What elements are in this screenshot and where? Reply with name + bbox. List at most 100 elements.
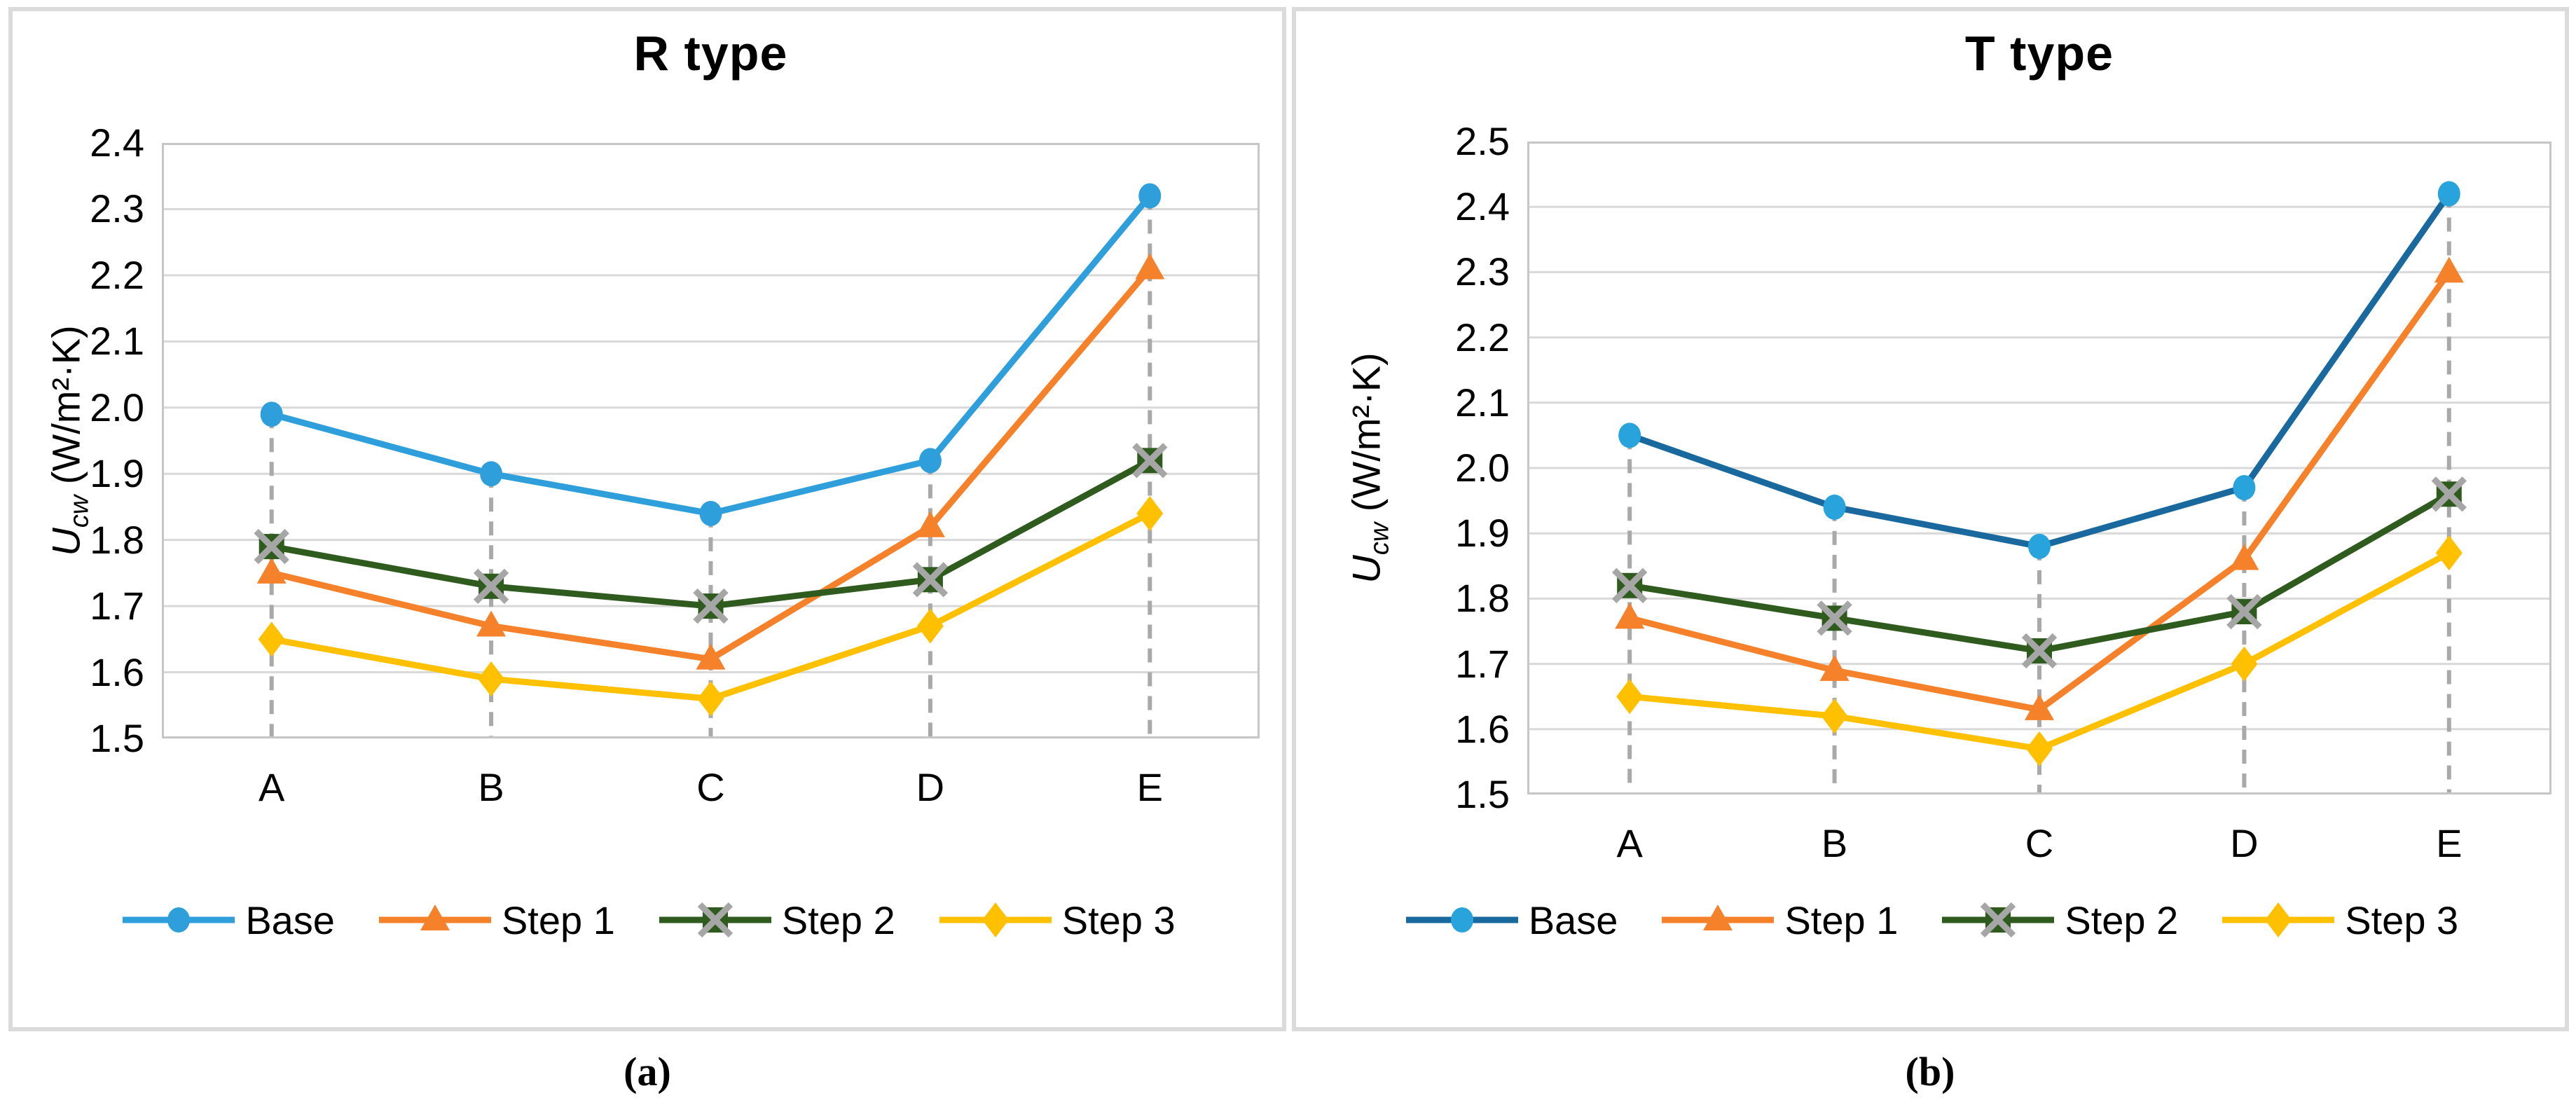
y-tick-label: 2.2 <box>1455 315 1510 359</box>
marker-step-2-e <box>1132 443 1168 479</box>
y-tick-label: 1.9 <box>1455 511 1510 556</box>
legend-item-step-2: Step 2 <box>656 895 895 944</box>
marker-base-c <box>699 500 722 526</box>
chart-title-t-type: T type <box>1964 26 2114 81</box>
marker-step-2-d <box>912 562 949 598</box>
legend-item-step-1: Step 1 <box>1658 895 1898 944</box>
marker-step-3-c <box>697 681 724 717</box>
y-tick-label: 1.6 <box>1455 706 1510 751</box>
legend-item-step-2: Step 2 <box>1938 895 2178 944</box>
marker-step-2-a <box>254 528 289 565</box>
y-tick-label: 2.0 <box>90 385 144 429</box>
marker-step-1-c <box>2025 694 2054 720</box>
chart-title-r-type: R type <box>633 26 788 81</box>
x-category-label-e: E <box>2436 821 2463 865</box>
marker-step-2-c <box>693 588 729 624</box>
legend-item-base: Base <box>119 895 335 944</box>
legend-item-step-1: Step 1 <box>376 895 615 944</box>
plot-area-t-type <box>1527 140 2551 796</box>
legend-label-step-2: Step 2 <box>2065 898 2179 942</box>
legend-label-base: Base <box>245 898 335 942</box>
marker-step-1-e <box>2434 256 2464 283</box>
legend-label-step-3: Step 3 <box>1061 898 1176 942</box>
chart-svg-r-type <box>162 142 1260 740</box>
x-category-label-c: C <box>696 765 725 809</box>
subfigure-caption-a: (a) <box>624 1049 671 1094</box>
legend-marker-step-2 <box>659 902 771 938</box>
panel-t-type: T type Ucw (W/m²·K) 2.5 2.4 2.3 2.2 2.1 2.0 1.… <box>1292 7 2569 1031</box>
legend-item-base: Base <box>1403 895 1618 944</box>
marker-step-1-c <box>696 643 726 670</box>
x-category-label-b: B <box>478 765 504 809</box>
legend-label-step-2: Step 2 <box>781 898 895 942</box>
marker-step-3-e <box>1136 495 1164 531</box>
marker-step-2-a <box>1612 568 1648 603</box>
marker-step-2-b <box>1817 600 1852 636</box>
marker-step-1-b <box>476 610 507 637</box>
legend-marker-step-1 <box>378 905 491 930</box>
x-category-label-d: D <box>2230 821 2259 865</box>
legend-item-step-3: Step 3 <box>2219 895 2458 944</box>
marker-step-3-b <box>478 661 505 696</box>
legend-r-type: Base Step 1 Step 2 Step 3 <box>13 895 1282 944</box>
y-tick-label: 1.5 <box>1455 772 1510 816</box>
legend-label-base: Base <box>1528 898 1618 942</box>
marker-step-1-b <box>1819 654 1850 681</box>
marker-step-3-a <box>1616 679 1644 715</box>
legend-t-type: Base Step 1 Step 2 Step 3 <box>1296 895 2565 944</box>
marker-step-3-e <box>2435 535 2463 571</box>
marker-step-2-e <box>2431 476 2467 512</box>
legend-label-step-1: Step 1 <box>1784 898 1899 942</box>
y-tick-label: 2.3 <box>90 186 144 231</box>
x-category-label-e: E <box>1136 765 1163 809</box>
marker-base-b <box>480 461 503 487</box>
plot-area-r-type <box>162 142 1260 740</box>
marker-step-1-a <box>1615 603 1645 629</box>
marker-base-a <box>260 401 283 427</box>
y-tick-label: 2.3 <box>1455 249 1510 294</box>
marker-step-1-d <box>2229 544 2259 570</box>
chart-svg-t-type <box>1527 140 2551 796</box>
marker-base-e <box>2437 181 2460 207</box>
marker-base-b <box>1823 494 1846 520</box>
marker-step-2-d <box>2226 593 2262 630</box>
x-category-label-c: C <box>2025 821 2054 865</box>
y-tick-label: 1.8 <box>1455 576 1510 621</box>
x-category-label-d: D <box>916 765 945 809</box>
y-axis-label-text: Ucw (W/m²·K) <box>1344 352 1396 584</box>
marker-base-a <box>1618 422 1641 448</box>
marker-step-1-a <box>256 557 287 584</box>
marker-step-2-c <box>2021 633 2058 669</box>
marker-base-d <box>2233 474 2256 500</box>
legend-marker-step-3 <box>2222 902 2335 937</box>
y-tick-label: 1.9 <box>90 451 144 496</box>
legend-label-step-3: Step 3 <box>2345 898 2459 942</box>
legend-marker-step-1 <box>1662 905 1775 930</box>
marker-step-1-e <box>1135 253 1165 280</box>
y-tick-label: 2.1 <box>90 319 144 364</box>
marker-step-1-d <box>915 511 945 537</box>
y-tick-label: 2.1 <box>1455 380 1510 425</box>
marker-step-2-b <box>473 568 509 604</box>
legend-marker-base <box>1405 907 1518 933</box>
y-tick-label: 1.7 <box>90 584 144 628</box>
y-tick-label: 1.5 <box>90 716 144 760</box>
marker-base-c <box>2028 533 2051 559</box>
marker-step-3-c <box>2026 731 2053 766</box>
marker-base-d <box>918 448 942 474</box>
y-tick-label: 1.6 <box>90 649 144 694</box>
marker-step-3-d <box>916 608 944 644</box>
legend-marker-step-3 <box>939 902 1052 937</box>
legend-label-step-1: Step 1 <box>501 898 615 942</box>
y-axis-label: Ucw (W/m²·K) <box>24 143 115 738</box>
legend-marker-step-2 <box>1942 902 2055 938</box>
y-tick-label: 2.4 <box>90 121 144 165</box>
subfigure-caption-b: (b) <box>1905 1049 1955 1094</box>
legend-item-step-3: Step 3 <box>936 895 1176 944</box>
y-tick-label: 1.7 <box>1455 641 1510 686</box>
marker-step-3-a <box>258 621 285 657</box>
x-category-label-a: A <box>1616 821 1643 865</box>
x-category-label-b: B <box>1821 821 1848 865</box>
marker-step-3-d <box>2231 646 2258 682</box>
